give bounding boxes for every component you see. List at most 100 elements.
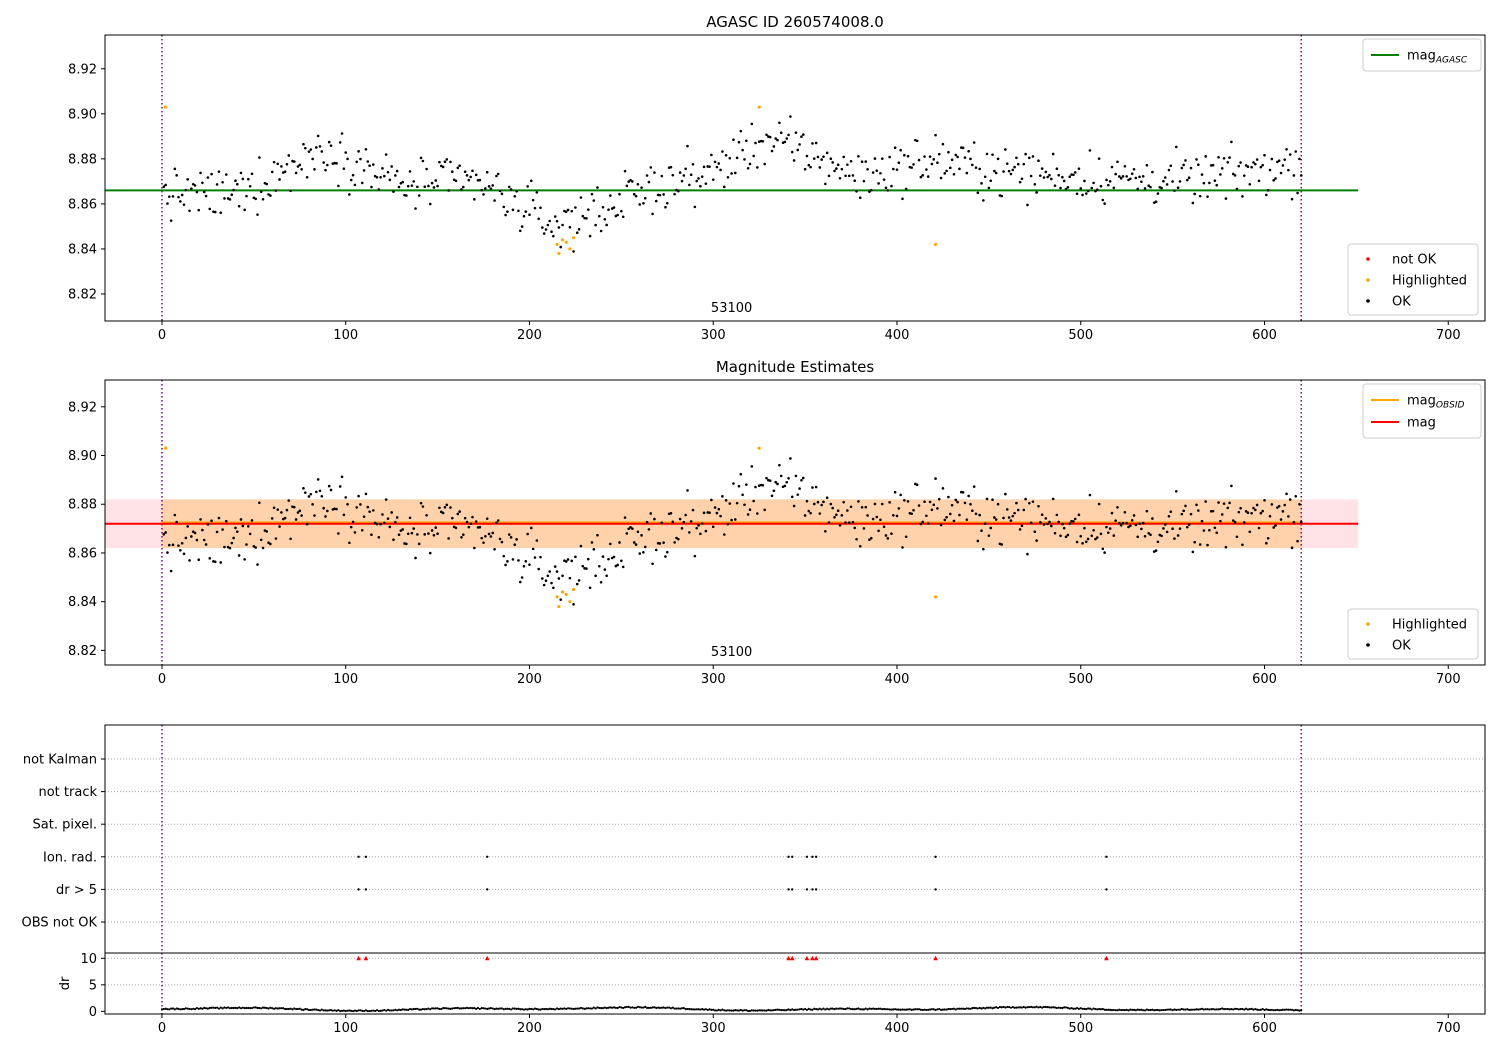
dr-point — [1033, 1006, 1036, 1009]
ok-point — [278, 178, 281, 181]
dr-point — [1075, 1007, 1079, 1010]
dr-point — [743, 1009, 746, 1012]
dr-point — [713, 1009, 717, 1012]
ok-point — [254, 546, 257, 549]
highlighted-point — [568, 247, 572, 251]
ok-point — [594, 223, 597, 227]
dr-point — [886, 1008, 889, 1011]
ok-point — [1288, 153, 1292, 156]
ok-point — [774, 480, 778, 484]
ok-point — [1114, 519, 1117, 522]
ok-point — [329, 144, 333, 147]
dr-point — [780, 1009, 783, 1012]
flag-point — [364, 855, 368, 858]
legend-marker — [1366, 643, 1370, 647]
ok-point — [1156, 540, 1160, 544]
dr-point — [1180, 1007, 1183, 1011]
dr-point — [802, 1008, 805, 1011]
dr-point — [688, 1008, 691, 1011]
ok-point — [605, 223, 608, 227]
ok-point — [787, 133, 790, 137]
dr-point — [699, 1008, 702, 1011]
dr-point — [423, 1008, 426, 1011]
dr-point — [340, 1009, 344, 1013]
dr-point — [1120, 1008, 1123, 1012]
legend-label: not OK — [1392, 253, 1437, 268]
ok-point — [1195, 503, 1198, 507]
dr-point — [840, 1007, 843, 1010]
dr-point — [765, 1009, 768, 1012]
ok-point — [620, 559, 623, 563]
dr-point — [410, 1008, 413, 1011]
ok-point — [208, 207, 212, 211]
ok-point — [247, 524, 250, 528]
ok-point — [1266, 537, 1270, 540]
x-tick-label: 500 — [1068, 328, 1093, 343]
dr-point — [1169, 1008, 1172, 1011]
ok-point — [967, 149, 970, 153]
ok-point — [653, 517, 656, 521]
ok-point — [846, 509, 849, 512]
ok-point — [890, 184, 893, 188]
ok-point — [638, 552, 642, 555]
axes-frame — [104, 952, 1486, 1015]
dr-point — [636, 1005, 639, 1009]
ok-point — [232, 536, 235, 540]
ok-point — [833, 169, 836, 173]
dr-point — [454, 1006, 458, 1010]
dr-point — [1215, 1008, 1218, 1011]
ok-point — [311, 157, 314, 161]
dr-point — [383, 1008, 386, 1012]
ok-point — [700, 175, 704, 178]
dr-point — [844, 1007, 847, 1011]
ok-point — [1169, 510, 1173, 514]
ok-point — [627, 527, 631, 531]
highlighted-point — [164, 105, 168, 109]
y-tick-label: 8.86 — [68, 197, 97, 212]
ok-point — [592, 199, 596, 202]
ok-point — [643, 545, 647, 549]
ok-point — [1057, 520, 1060, 524]
ok-point — [851, 174, 855, 177]
dr-point — [1261, 1007, 1264, 1011]
ok-point — [1298, 157, 1301, 161]
dr-point — [559, 1007, 562, 1010]
dr-point — [1107, 1008, 1110, 1011]
dr-point — [171, 1007, 175, 1010]
ok-point — [982, 199, 985, 202]
dr-point — [333, 1009, 336, 1012]
dr-point — [337, 1008, 340, 1012]
ok-point — [1110, 511, 1114, 515]
dr-point — [1202, 1008, 1205, 1011]
ok-point — [855, 538, 858, 541]
dr-point — [824, 1008, 827, 1011]
ok-point — [197, 558, 201, 562]
dr-point — [375, 1009, 379, 1012]
ok-point — [1108, 180, 1112, 183]
dr-point — [442, 1007, 445, 1010]
dr-point — [629, 1006, 632, 1009]
dr-clipped-marker — [363, 955, 369, 961]
ok-point — [1145, 163, 1149, 167]
dr-point — [633, 1006, 636, 1009]
ok-point — [1281, 164, 1285, 167]
ok-point — [186, 525, 189, 528]
dr-point — [1184, 1008, 1187, 1011]
ok-point — [1265, 193, 1268, 197]
ok-point — [1287, 515, 1290, 518]
ok-point — [162, 185, 166, 188]
ok-point — [750, 122, 754, 126]
ok-point — [654, 548, 658, 552]
dr-point — [767, 1008, 770, 1012]
ok-point — [315, 490, 318, 494]
ok-point — [912, 508, 915, 512]
ok-point — [715, 165, 719, 169]
dr-point — [407, 1008, 410, 1011]
dr-point — [745, 1009, 748, 1012]
ok-point — [798, 143, 801, 146]
dr-point — [311, 1008, 314, 1011]
dr-point — [304, 1008, 307, 1011]
ok-point — [710, 498, 713, 502]
dr-point — [1182, 1008, 1185, 1011]
ok-point — [441, 165, 445, 169]
